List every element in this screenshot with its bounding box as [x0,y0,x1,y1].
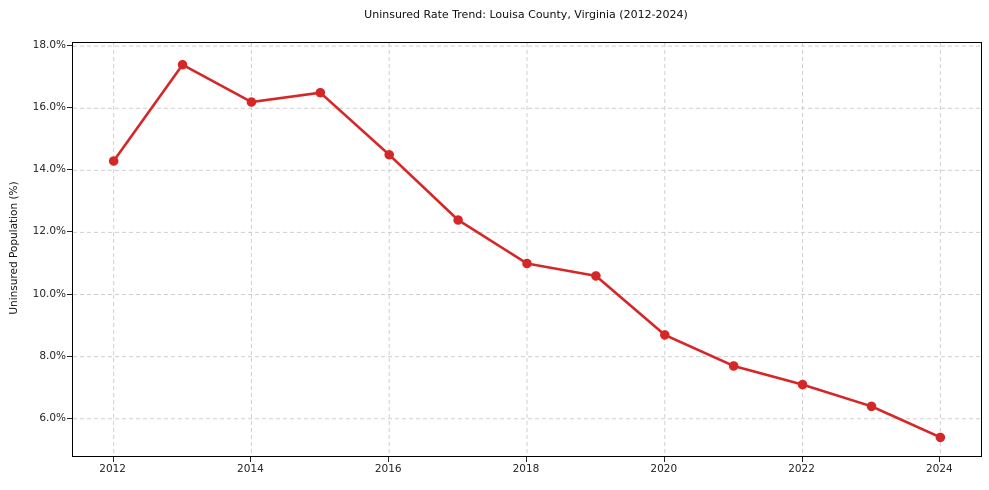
y-tick-label: 18.0% [32,39,66,52]
data-point-2022 [797,379,808,390]
y-tick-mark [67,45,72,47]
y-tick-mark [67,417,72,419]
y-tick-label: 10.0% [32,287,66,300]
y-tick-label: 8.0% [39,349,66,362]
x-tick-label: 2016 [374,463,402,475]
data-point-2018 [522,258,532,269]
data-point-2020 [659,330,670,340]
y-tick-mark [67,355,72,357]
data-point-2023 [866,401,877,412]
y-tick-label: 14.0% [32,163,66,176]
plot-area [72,42,982,457]
data-point-2021 [728,361,739,371]
y-tick-label: 12.0% [32,225,66,238]
x-tick-label: 2024 [925,463,953,475]
y-tick-mark [67,169,72,171]
x-tick-label: 2014 [237,463,264,475]
x-tick-label: 2012 [99,463,126,475]
y-tick-label: 6.0% [39,411,66,424]
y-tick-mark [67,293,72,295]
x-tick-mark [250,457,252,462]
x-tick-mark [801,457,803,462]
x-tick-label: 2022 [788,463,815,475]
y-tick-label: 16.0% [32,101,66,114]
x-tick-label: 2020 [650,463,678,475]
data-point-2012 [108,156,119,166]
x-tick-mark [939,457,941,462]
data-point-2024 [935,432,946,443]
x-tick-mark [526,457,527,462]
line-chart-svg [73,43,981,456]
data-point-2016 [384,149,395,160]
x-tick-label: 2018 [512,463,540,475]
data-point-2017 [453,215,463,225]
y-tick-mark [67,231,72,233]
x-tick-mark [388,457,390,462]
data-point-2013 [177,59,188,70]
chart-title: Uninsured Rate Trend: Louisa County, Vir… [364,8,688,21]
y-tick-mark [67,107,72,109]
data-point-2015 [315,87,326,98]
data-point-2014 [246,97,257,107]
x-tick-mark [663,457,665,462]
data-point-2019 [591,271,601,281]
x-tick-mark [112,457,114,462]
